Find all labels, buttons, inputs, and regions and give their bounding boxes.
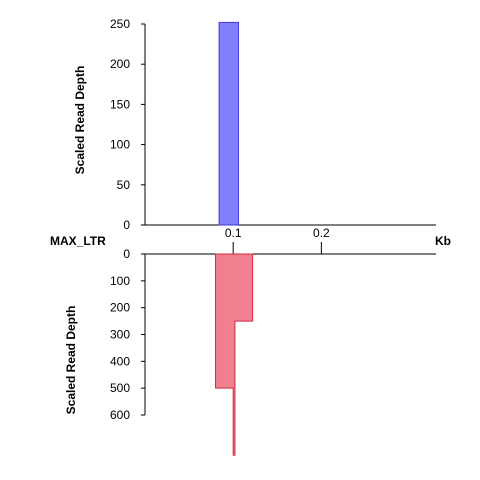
top-bar [218, 21, 239, 226]
bottom-area-path [215, 253, 254, 456]
x-axis: 0.1 0.2 MAX_LTR Kb [50, 226, 451, 255]
bottom-y-ticks: 0 100 200 300 400 500 600 [110, 247, 145, 422]
top-y-axis-title: Scaled Read Depth [73, 66, 87, 175]
track-label: MAX_LTR [50, 234, 106, 248]
top-y-tick-label: 50 [117, 178, 131, 192]
top-y-tick-label: 100 [110, 138, 130, 152]
bottom-y-tick-label: 300 [110, 328, 130, 342]
top-y-ticks: 0 50 100 150 200 250 [110, 17, 145, 232]
top-panel: 0 50 100 150 200 250 Scaled Read Depth [73, 17, 436, 232]
bottom-y-tick-label: 0 [123, 247, 130, 261]
top-y-tick-label: 200 [110, 57, 130, 71]
x-tick-label: 0.2 [313, 226, 330, 240]
x-ticks: 0.1 0.2 [225, 226, 330, 254]
top-series [218, 21, 239, 226]
x-unit-label: Kb [435, 234, 451, 248]
bottom-y-axis-title: Scaled Read Depth [64, 306, 78, 415]
bottom-y-tick-label: 100 [110, 274, 130, 288]
top-y-tick-label: 150 [110, 97, 130, 111]
top-y-tick-label: 250 [110, 17, 130, 31]
bottom-series [215, 253, 254, 456]
bottom-panel: 0 100 200 300 400 500 600 Scaled Read Depth [64, 247, 254, 456]
bottom-y-tick-label: 400 [110, 354, 130, 368]
x-tick-label: 0.1 [225, 226, 242, 240]
bottom-y-tick-label: 600 [110, 408, 130, 422]
bottom-y-tick-label: 500 [110, 381, 130, 395]
top-y-tick-label: 0 [123, 218, 130, 232]
bottom-y-tick-label: 200 [110, 301, 130, 315]
